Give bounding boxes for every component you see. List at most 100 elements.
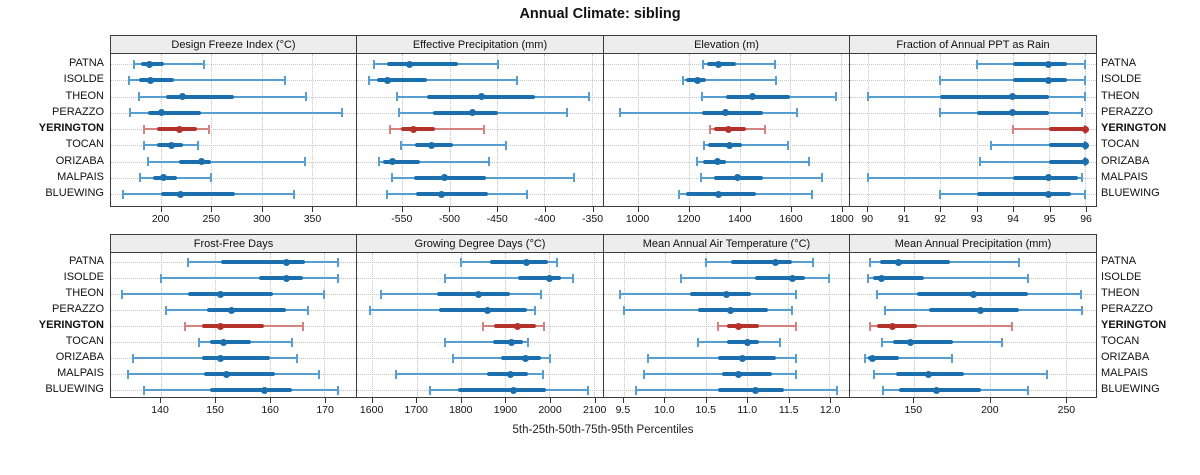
whisker-cap-left xyxy=(143,140,146,150)
whisker-line xyxy=(148,160,305,163)
axis-tick xyxy=(1049,207,1051,212)
site-label-right: YERINGTON xyxy=(1101,319,1167,331)
grid-line-vertical xyxy=(311,54,313,206)
whisker-cap-right xyxy=(210,173,213,183)
grid-line-horizontal xyxy=(111,177,356,179)
iqr-bar xyxy=(718,356,776,360)
axis-tick xyxy=(788,398,790,403)
iqr-bar xyxy=(139,78,175,83)
whisker-cap-right xyxy=(836,385,839,395)
panel-strip: Design Freeze Index (°C) xyxy=(110,35,357,53)
whisker-cap-right xyxy=(304,92,307,101)
site-label-right: PERAZZO xyxy=(1101,303,1153,315)
axis-tick-label: 11.5 xyxy=(778,404,799,416)
median-dot xyxy=(722,109,730,117)
iqr-bar xyxy=(187,292,273,296)
whisker-cap-left xyxy=(867,273,870,283)
whisker-cap-right xyxy=(527,337,530,347)
iqr-bar xyxy=(722,372,772,376)
whisker-line xyxy=(160,277,338,279)
axis-tick-label: 1800 xyxy=(830,213,854,225)
iqr-bar xyxy=(209,388,292,392)
axis-tick-label: 1800 xyxy=(449,404,473,416)
whisker-cap-left xyxy=(883,305,886,315)
axis-tick-label: 9.5 xyxy=(615,404,631,416)
median-dot xyxy=(440,174,448,182)
whisker-cap-right xyxy=(950,353,953,363)
panel-strip: Mean Annual Precipitation (mm) xyxy=(849,234,1097,252)
axis-tick xyxy=(1066,398,1068,403)
whisker-cap-right xyxy=(555,257,558,267)
whisker-cap-left xyxy=(1011,124,1014,134)
median-dot xyxy=(282,274,290,282)
whisker-line xyxy=(445,341,529,343)
whisker-cap-left xyxy=(429,385,431,395)
whisker-cap-right xyxy=(1084,92,1087,101)
panel-plot xyxy=(603,252,850,398)
whisker-line xyxy=(868,277,1028,279)
whisker-line xyxy=(129,79,285,82)
whisker-cap-right xyxy=(1081,305,1084,315)
whisker-cap-left xyxy=(122,189,125,199)
site-label-right: PERAZZO xyxy=(1101,105,1153,118)
axis-tick-label: -500 xyxy=(438,213,460,225)
grid-line-vertical xyxy=(623,253,625,397)
axis-tick-label: 140 xyxy=(151,404,169,416)
whisker-cap-left xyxy=(139,173,142,183)
axis-tick xyxy=(371,398,373,403)
site-label-right: MALPAIS xyxy=(1101,367,1148,379)
axis-tick-label: 250 xyxy=(1057,404,1076,416)
median-dot xyxy=(484,306,492,314)
whisker-cap-left xyxy=(159,273,162,283)
whisker-cap-right xyxy=(303,157,306,166)
whisker-cap-left xyxy=(377,157,380,166)
whisker-cap-right xyxy=(1046,369,1049,379)
iqr-bar xyxy=(1048,159,1086,164)
axis-tick-label: -350 xyxy=(582,213,604,225)
axis-tick-label: 12.0 xyxy=(819,404,841,416)
whisker-cap-left xyxy=(452,353,455,363)
axis-tick xyxy=(449,207,451,212)
median-dot xyxy=(733,174,741,182)
whisker-cap-right xyxy=(323,289,326,299)
panel-strip: Effective Precipitation (mm) xyxy=(356,35,604,53)
axis-tick-label: -400 xyxy=(534,213,556,225)
iqr-bar xyxy=(415,192,488,196)
iqr-bar xyxy=(1048,127,1086,131)
iqr-bar xyxy=(209,340,251,344)
median-dot xyxy=(725,141,733,149)
whisker-cap-left xyxy=(129,108,132,118)
iqr-bar xyxy=(207,308,287,312)
median-dot xyxy=(178,93,186,100)
whisker-line xyxy=(865,357,952,359)
grid-line-vertical xyxy=(829,253,831,397)
site-label-left: THEON xyxy=(65,89,105,102)
whisker-cap-right xyxy=(587,92,590,101)
whisker-cap-right xyxy=(778,337,781,347)
median-dot xyxy=(739,354,747,362)
grid-line-vertical xyxy=(549,253,551,397)
iqr-bar xyxy=(872,276,925,280)
axis-tick xyxy=(416,398,418,403)
site-label-left: PERAZZO xyxy=(52,105,104,118)
panel-plot xyxy=(849,252,1097,398)
axis-tick xyxy=(460,398,462,403)
whisker-cap-right xyxy=(533,305,536,315)
whisker-cap-left xyxy=(647,353,650,363)
median-dot xyxy=(1081,158,1089,165)
whisker-cap-left xyxy=(132,353,135,363)
median-dot xyxy=(175,125,183,133)
grid-line-horizontal xyxy=(111,145,356,147)
grid-line-vertical xyxy=(372,253,374,397)
axis-tick xyxy=(160,207,162,212)
whisker-cap-left xyxy=(979,157,982,166)
median-dot xyxy=(157,109,165,117)
whisker-cap-left xyxy=(165,305,168,315)
site-label-left: THEON xyxy=(65,287,105,299)
grid-line-horizontal xyxy=(111,129,356,130)
whisker-cap-right xyxy=(317,369,320,379)
site-label-right: ORIZABA xyxy=(1101,351,1150,363)
grid-line-vertical xyxy=(324,253,326,397)
whisker-cap-right xyxy=(296,353,299,363)
